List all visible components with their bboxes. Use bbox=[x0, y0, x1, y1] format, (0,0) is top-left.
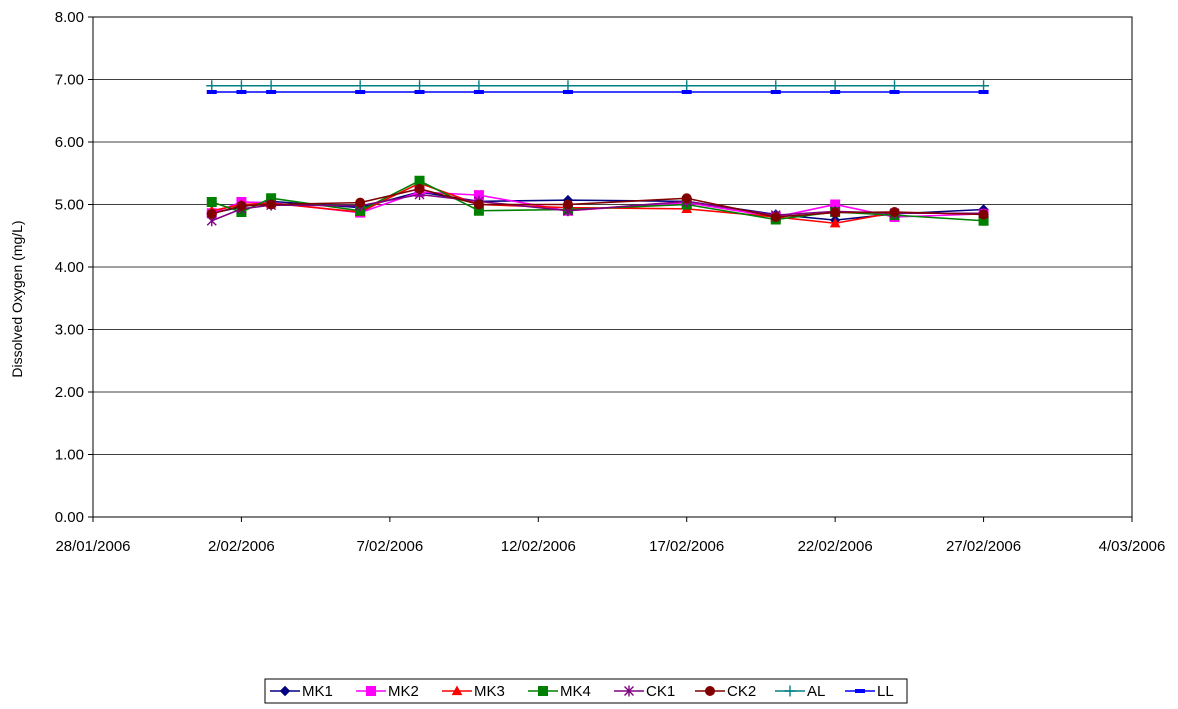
legend-label-ck2: CK2 bbox=[727, 683, 756, 700]
data-point-ll bbox=[889, 90, 900, 94]
data-point-ck2 bbox=[770, 212, 781, 222]
data-point-ck2 bbox=[473, 199, 484, 210]
data-point-al bbox=[265, 80, 277, 92]
data-point-ll bbox=[473, 90, 484, 94]
legend-label-mk4: MK4 bbox=[560, 683, 591, 700]
data-point-ck2 bbox=[206, 208, 217, 219]
legend-label-ck1: CK1 bbox=[646, 683, 675, 700]
y-tick-label: 4.00 bbox=[55, 259, 84, 276]
gridlines bbox=[93, 16, 1132, 455]
legend-item-ck2: CK2 bbox=[695, 683, 756, 700]
data-point-ll bbox=[978, 90, 989, 94]
data-point-al bbox=[235, 80, 247, 92]
y-tick-label: 7.00 bbox=[55, 72, 84, 89]
data-point-ck2 bbox=[978, 209, 989, 220]
legend-item-al: AL bbox=[775, 683, 825, 700]
data-point-al bbox=[889, 80, 901, 92]
x-tick-label: 7/02/2006 bbox=[356, 538, 423, 555]
legend-label-al: AL bbox=[807, 683, 825, 700]
data-point-ck2 bbox=[889, 207, 900, 217]
data-point-al bbox=[681, 80, 693, 92]
data-point-ll bbox=[236, 90, 247, 94]
legend-item-mk4: MK4 bbox=[528, 683, 591, 700]
y-tick-label: 5.00 bbox=[55, 197, 84, 214]
data-point-mk3 bbox=[829, 217, 841, 228]
data-point-ck2 bbox=[266, 199, 277, 210]
x-tick-label: 2/02/2006 bbox=[208, 538, 275, 555]
data-point-al bbox=[562, 80, 574, 92]
x-tick-label: 28/01/2006 bbox=[55, 538, 130, 555]
y-tick-label: 1.00 bbox=[55, 447, 84, 464]
data-point-ck2 bbox=[830, 207, 841, 218]
series-al bbox=[206, 80, 990, 92]
data-point-ll bbox=[414, 90, 425, 94]
data-point-ll bbox=[770, 90, 781, 94]
y-tick-label: 2.00 bbox=[55, 384, 84, 401]
legend-marker-mk4 bbox=[538, 686, 548, 696]
series-lines bbox=[206, 80, 990, 228]
y-axis-title: Dissolved Oxygen (mg/L) bbox=[9, 220, 25, 377]
legend-label-mk3: MK3 bbox=[474, 683, 505, 700]
data-point-ll bbox=[562, 90, 573, 94]
y-tick-label: 8.00 bbox=[55, 9, 84, 26]
legend-label-mk1: MK1 bbox=[302, 683, 333, 700]
x-tick-label: 17/02/2006 bbox=[649, 538, 724, 555]
legend-marker-mk1 bbox=[279, 685, 291, 697]
legend-label-mk2: MK2 bbox=[388, 683, 419, 700]
x-tick-label: 22/02/2006 bbox=[798, 538, 873, 555]
data-point-al bbox=[206, 80, 218, 92]
legend-marker-mk3 bbox=[451, 685, 463, 696]
x-tick-label: 12/02/2006 bbox=[501, 538, 576, 555]
legend-item-mk2: MK2 bbox=[356, 683, 419, 700]
legend-item-ll: LL bbox=[845, 683, 894, 700]
legend-item-mk1: MK1 bbox=[270, 683, 333, 700]
y-tick-label: 0.00 bbox=[55, 509, 84, 526]
data-point-ck2 bbox=[562, 199, 573, 210]
series-ck2 bbox=[206, 183, 989, 222]
data-point-al bbox=[473, 80, 485, 92]
series-ck1 bbox=[206, 189, 989, 227]
data-point-ck2 bbox=[681, 193, 692, 204]
series-line-ck1 bbox=[211, 193, 984, 222]
legend-item-ck1: CK1 bbox=[614, 683, 675, 700]
data-point-al bbox=[978, 80, 990, 92]
legend-marker-ck2 bbox=[705, 686, 715, 696]
legend-marker-ck1 bbox=[624, 685, 634, 697]
x-axis: 28/01/2006 2/02/2006 7/02/2006 12/02/2006 17… bbox=[55, 517, 1165, 555]
data-point-mk4 bbox=[206, 197, 217, 207]
x-tick-label: 4/03/2006 bbox=[1099, 538, 1166, 555]
data-point-ck2 bbox=[236, 200, 247, 211]
legend-marker-mk2 bbox=[366, 686, 376, 696]
data-point-ll bbox=[266, 90, 277, 94]
data-point-al bbox=[770, 80, 782, 92]
data-point-ll bbox=[681, 90, 692, 94]
legend-item-mk3: MK3 bbox=[442, 683, 505, 700]
data-point-ll bbox=[206, 90, 217, 94]
series-line-ck2 bbox=[211, 188, 984, 218]
legend-marker-al bbox=[784, 685, 796, 697]
data-point-ll bbox=[830, 90, 841, 94]
y-tick-label: 6.00 bbox=[55, 134, 84, 151]
legend-marker-ll bbox=[855, 689, 865, 693]
data-point-ll bbox=[355, 90, 366, 94]
y-tick-label: 3.00 bbox=[55, 322, 84, 339]
legend-label-ll: LL bbox=[877, 683, 894, 700]
data-point-al bbox=[829, 80, 841, 92]
legend: MK1 MK2 MK3 MK4 CK1 CK2 AL LL bbox=[264, 678, 908, 704]
data-point-ck2 bbox=[414, 183, 425, 194]
data-point-al bbox=[414, 80, 426, 92]
series-ll bbox=[206, 90, 989, 94]
data-point-ck2 bbox=[355, 197, 366, 208]
y-axis: 0.00 1.00 2.00 3.00 4.00 5.00 6.00 7.00 8.00 bbox=[55, 9, 93, 526]
data-point-al bbox=[354, 80, 366, 92]
x-tick-label: 27/02/2006 bbox=[946, 538, 1021, 555]
